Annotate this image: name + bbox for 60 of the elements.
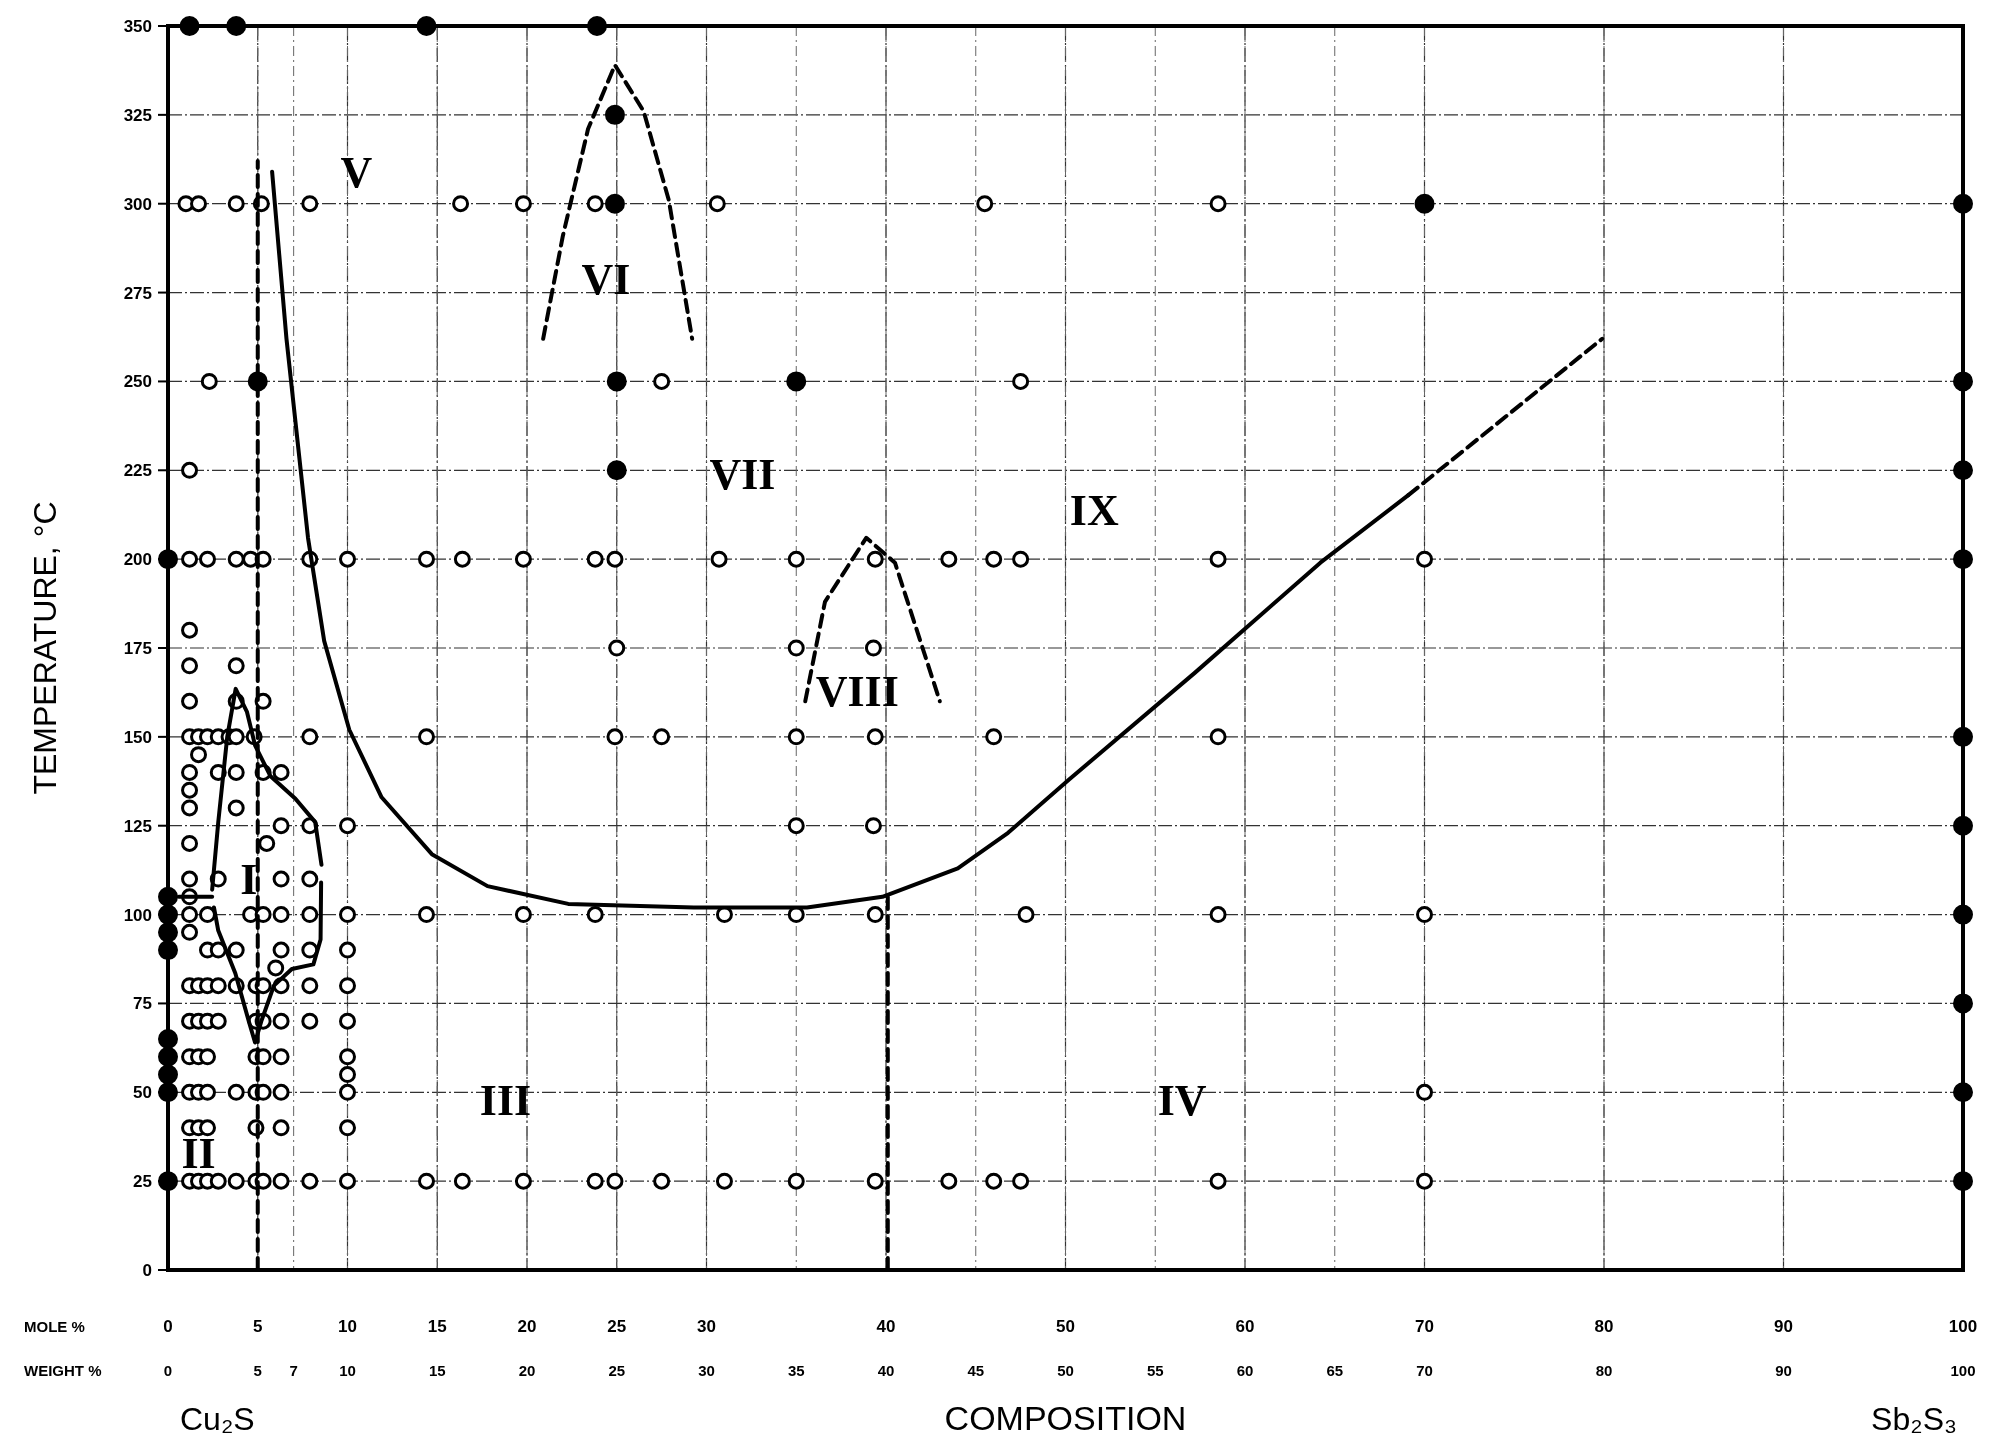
y-tick-label: 250 xyxy=(123,372,152,392)
x2-tick-label: 50 xyxy=(1057,1362,1074,1379)
x2-tick-label: 25 xyxy=(608,1362,626,1379)
text: Sb₂S₃ xyxy=(1871,1401,1957,1437)
x2-tick-label: 30 xyxy=(698,1362,715,1379)
x-tick-label: 90 xyxy=(1774,1317,1793,1336)
y-tick-label: 225 xyxy=(123,461,152,481)
x-tick-label: 20 xyxy=(517,1317,537,1336)
annotation: IX xyxy=(1069,485,1119,535)
annotation: V xyxy=(340,148,373,198)
annotation: II xyxy=(181,1129,216,1179)
y-tick-label: 25 xyxy=(133,1172,152,1192)
x-tick-label: 40 xyxy=(876,1317,896,1336)
x2-tick-label: 45 xyxy=(967,1362,985,1379)
x2-tick-label: 70 xyxy=(1416,1362,1433,1379)
x-tick-label: 100 xyxy=(1948,1317,1978,1336)
y-tick-label: 150 xyxy=(123,727,152,747)
y-tick-label: 125 xyxy=(123,816,152,836)
x2-tick-label: 100 xyxy=(1950,1362,1976,1379)
x2-tick-label: 90 xyxy=(1775,1362,1792,1379)
x2-tick-label: 55 xyxy=(1146,1362,1164,1379)
x2-tick-label: 7 xyxy=(289,1362,298,1379)
x-tick-label: 30 xyxy=(697,1317,716,1336)
x-tick-label: 70 xyxy=(1415,1317,1434,1336)
x-tick-label: 0 xyxy=(163,1317,173,1336)
x-tick-label: 50 xyxy=(1056,1317,1075,1336)
y-tick-label: 175 xyxy=(123,638,152,658)
x-tick-label: 5 xyxy=(253,1317,263,1336)
x-tick-label: 15 xyxy=(427,1317,447,1336)
x2-tick-label: 40 xyxy=(877,1362,895,1379)
annotation: VIII xyxy=(815,667,899,717)
y-tick-label: 300 xyxy=(123,194,152,214)
x2-tick-label: 65 xyxy=(1326,1362,1344,1379)
x2-tick-label: 35 xyxy=(787,1362,805,1379)
x-tick-label: 10 xyxy=(338,1317,357,1336)
x2-tick-label: 15 xyxy=(428,1362,446,1379)
x-tick-label: 25 xyxy=(607,1317,627,1336)
text: Cu₂S xyxy=(180,1401,255,1437)
y-axis-title: TEMPERATURE, °C xyxy=(27,501,63,795)
annotation: VI xyxy=(581,254,631,304)
y-tick-label: 200 xyxy=(123,550,152,570)
x2-tick-label: 10 xyxy=(339,1362,356,1379)
x2-tick-label: 5 xyxy=(253,1362,262,1379)
x2-axis-title: WEIGHT % xyxy=(24,1362,102,1379)
y-tick-label: 100 xyxy=(123,905,152,925)
x2-tick-label: 60 xyxy=(1236,1362,1254,1379)
x-tick-label: 60 xyxy=(1235,1317,1255,1336)
y-tick-label: 75 xyxy=(133,994,152,1014)
annotation: I xyxy=(240,855,258,905)
y-tick-label: 0 xyxy=(142,1260,152,1280)
x2-tick-label: 20 xyxy=(518,1362,536,1379)
x2-tick-label: 0 xyxy=(163,1362,173,1379)
y-tick-label: 50 xyxy=(133,1083,152,1103)
x2-tick-label: 80 xyxy=(1595,1362,1613,1379)
x-axis-title: COMPOSITION xyxy=(944,1399,1187,1437)
y-tick-label: 275 xyxy=(123,283,152,303)
x-tick-label: 80 xyxy=(1594,1317,1614,1336)
y-tick-label: 325 xyxy=(123,105,152,125)
text: MOLE % xyxy=(24,1318,85,1335)
y-tick-label: 350 xyxy=(123,16,152,36)
